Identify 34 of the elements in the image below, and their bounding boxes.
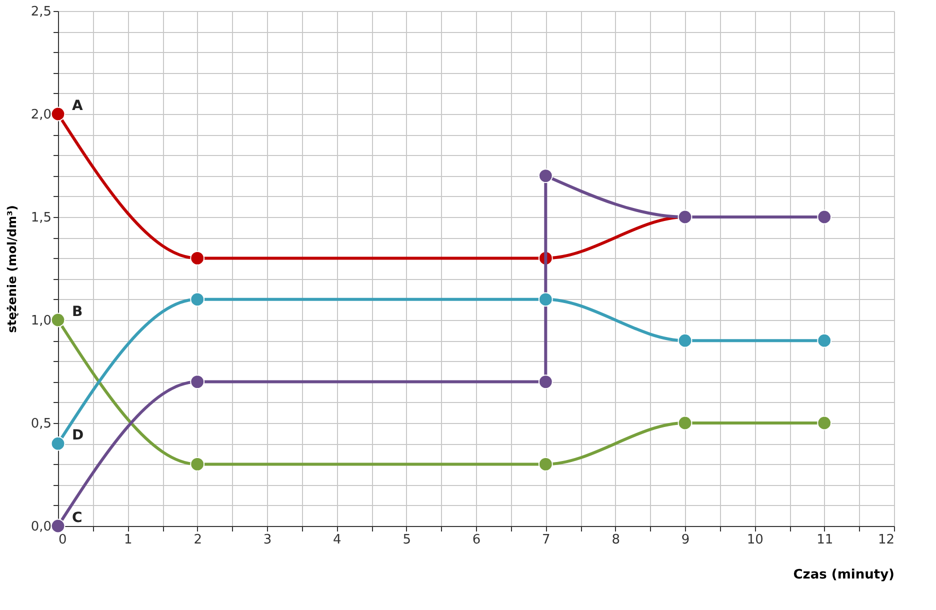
y-tick-label: 1,5: [30, 210, 52, 226]
y-tick-label: 2,0: [30, 108, 52, 122]
point: [50, 106, 66, 122]
point: [678, 416, 692, 430]
y-tick-label: 0,5: [30, 416, 52, 432]
series-label: C: [72, 510, 82, 526]
x-tick-label: 5: [402, 532, 411, 548]
point: [817, 333, 832, 348]
x-tick-label: 10: [746, 532, 764, 548]
y-axis-title: stężenie (mol/dm³): [4, 205, 19, 333]
x-axis-title: Czas (minuty): [793, 568, 894, 582]
series-label: A: [72, 98, 83, 114]
x-tick-label: 2: [194, 532, 202, 548]
y-tick-label: 1,0: [30, 314, 52, 328]
x-tick-label: 1: [124, 532, 132, 548]
y-tick-label: 0,0: [30, 520, 52, 534]
point: [538, 292, 553, 307]
x-tick-label: 3: [263, 532, 272, 548]
x-tick-label: 7: [542, 532, 550, 548]
point: [817, 416, 832, 430]
x-tick-label: 9: [681, 532, 690, 548]
point: [190, 251, 205, 266]
x-tick-label: 6: [472, 532, 481, 548]
point: [190, 292, 205, 307]
point: [50, 312, 66, 328]
x-tick-label: 4: [333, 532, 342, 548]
x-tick-label: 11: [816, 532, 834, 548]
point: [678, 333, 692, 348]
series-label: D: [72, 428, 84, 444]
x-tick-label: 0: [58, 532, 67, 548]
series-label: B: [72, 304, 83, 320]
x-tick-label: 8: [612, 532, 620, 548]
y-tick-label: 2,5: [30, 4, 52, 20]
x-tick-label: 12: [878, 532, 894, 548]
